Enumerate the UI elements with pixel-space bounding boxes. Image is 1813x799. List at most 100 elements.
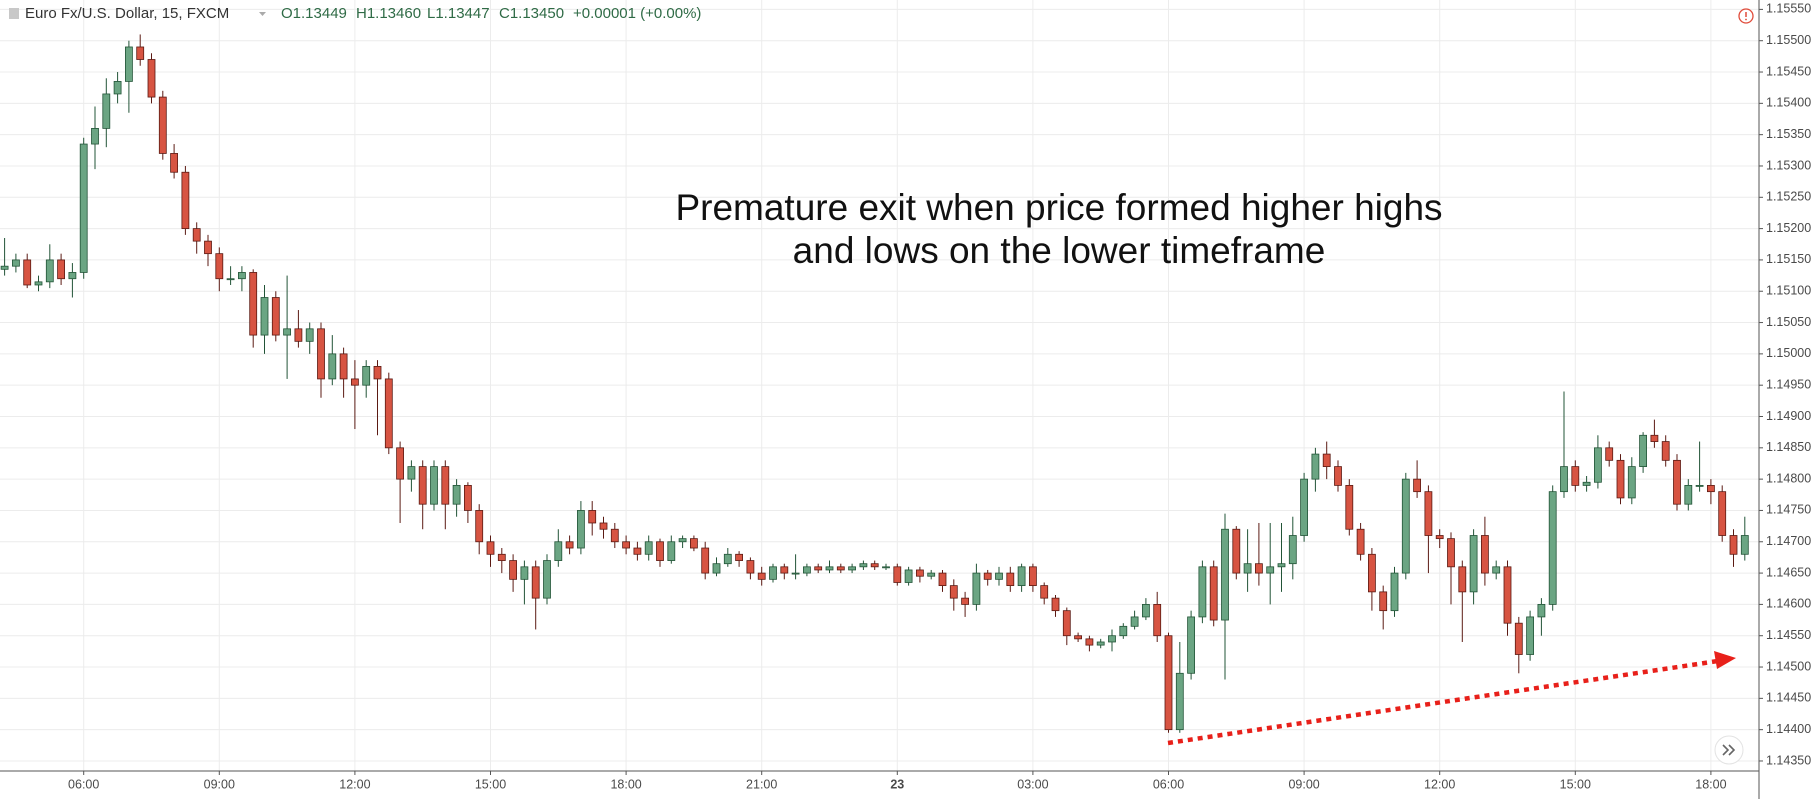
candle-body	[1481, 535, 1489, 574]
candle-body	[723, 553, 732, 565]
candle-body	[870, 563, 879, 568]
y-tick-label: 1.15350	[1766, 127, 1811, 141]
x-tick-label: 03:00	[1017, 777, 1048, 791]
y-tick-label: 1.14750	[1766, 503, 1811, 517]
ticks: 1.14350 1.14400 1.14450 1.14500 1.14550 1.146…	[68, 2, 1811, 792]
candle-body	[701, 547, 710, 574]
candle-body	[1458, 566, 1467, 593]
candle-body	[1345, 484, 1354, 530]
candle-body	[125, 46, 133, 82]
annotation-line: and lows on the lower timeframe	[793, 230, 1326, 271]
candle-body	[1266, 566, 1275, 574]
candle-body	[1232, 528, 1241, 574]
candle-body	[1605, 447, 1614, 461]
candle-body	[373, 365, 382, 380]
candle-body	[1130, 616, 1139, 627]
ohlc-open: O1.13449	[281, 5, 347, 22]
candle-body	[1029, 566, 1037, 587]
y-tick-label: 1.15300	[1766, 158, 1811, 172]
candle-body	[1356, 528, 1365, 555]
candle-body	[452, 484, 461, 505]
candle-body	[1209, 566, 1218, 621]
candle-body	[317, 328, 325, 380]
y-tick-label: 1.15200	[1766, 221, 1811, 235]
candle-body	[1548, 491, 1557, 605]
candle-body	[328, 353, 337, 380]
ohlc-high: H1.13460	[356, 5, 421, 22]
y-tick-label: 1.15050	[1766, 315, 1811, 329]
candle-body	[215, 253, 224, 280]
candle-body	[1707, 484, 1715, 493]
candle-body	[1560, 466, 1568, 493]
candle-body	[1096, 641, 1105, 646]
candle-body	[814, 566, 823, 571]
x-tick-label: 18:00	[1695, 777, 1726, 791]
candle-body	[1390, 572, 1399, 612]
candle-body	[1740, 535, 1749, 555]
candle-body	[893, 566, 902, 583]
candle-body	[1062, 610, 1071, 637]
candle-body	[938, 572, 947, 587]
candle-body	[1582, 481, 1591, 486]
candle-body	[803, 566, 811, 574]
candle-body	[1594, 447, 1602, 483]
candle-body	[848, 566, 856, 571]
candle-body	[1639, 434, 1647, 468]
y-tick-label: 1.15400	[1766, 96, 1811, 110]
x-tick-label: 12:00	[1424, 777, 1455, 791]
ohlc-close: C1.13450	[499, 5, 564, 22]
candle-body	[983, 572, 992, 580]
candle-body	[1164, 635, 1173, 731]
y-tick-label: 1.14950	[1766, 377, 1811, 391]
y-tick-label: 1.14600	[1766, 597, 1811, 611]
symbol-menu[interactable]	[259, 12, 266, 16]
candle-body	[1243, 563, 1252, 574]
candle-body	[91, 127, 99, 145]
candle-body	[644, 541, 653, 555]
x-tick-label: 12:00	[339, 777, 370, 791]
candle-body	[1221, 528, 1229, 621]
candle-body	[1447, 538, 1455, 568]
grid	[0, 0, 1759, 771]
candle-body	[1616, 459, 1625, 499]
candle-body	[916, 569, 924, 577]
candle-body	[192, 228, 201, 242]
candle-body	[712, 563, 721, 574]
y-tick-label: 1.14650	[1766, 565, 1811, 579]
candle-body	[1153, 603, 1162, 637]
candle-body	[11, 259, 20, 267]
candle-body	[1198, 566, 1207, 618]
candle-body	[486, 541, 495, 555]
trend-arrow-head	[1714, 651, 1736, 669]
candle-body	[1718, 491, 1727, 536]
candle-body	[136, 46, 145, 60]
candle-body	[836, 566, 845, 571]
candle-body	[1413, 478, 1421, 493]
y-tick-label: 1.14800	[1766, 471, 1811, 485]
candle-body	[237, 272, 246, 280]
candle-body	[430, 466, 438, 505]
candle-body	[961, 597, 969, 605]
candle-body	[1187, 616, 1195, 674]
candle-body	[1537, 603, 1546, 618]
candle-body	[1526, 616, 1534, 655]
y-tick-label: 1.15100	[1766, 284, 1811, 298]
candle-body	[1379, 591, 1388, 612]
candle-body	[882, 566, 890, 569]
candle-body	[396, 447, 405, 480]
candle-body	[565, 541, 574, 549]
candle-body	[520, 566, 529, 580]
candle-body	[746, 560, 755, 574]
candle-body	[57, 259, 65, 280]
candle-body	[577, 510, 585, 549]
x-tick-label: 15:00	[475, 777, 506, 791]
candle-body	[1673, 459, 1681, 505]
alert-icon[interactable]	[1738, 8, 1754, 24]
candle-body	[735, 553, 743, 561]
candle-body	[1300, 478, 1308, 536]
candle-body	[204, 240, 212, 255]
candle-body	[509, 560, 518, 580]
candle-body	[1368, 553, 1376, 593]
candle-body	[1006, 572, 1015, 587]
y-tick-label: 1.14350	[1766, 753, 1811, 767]
